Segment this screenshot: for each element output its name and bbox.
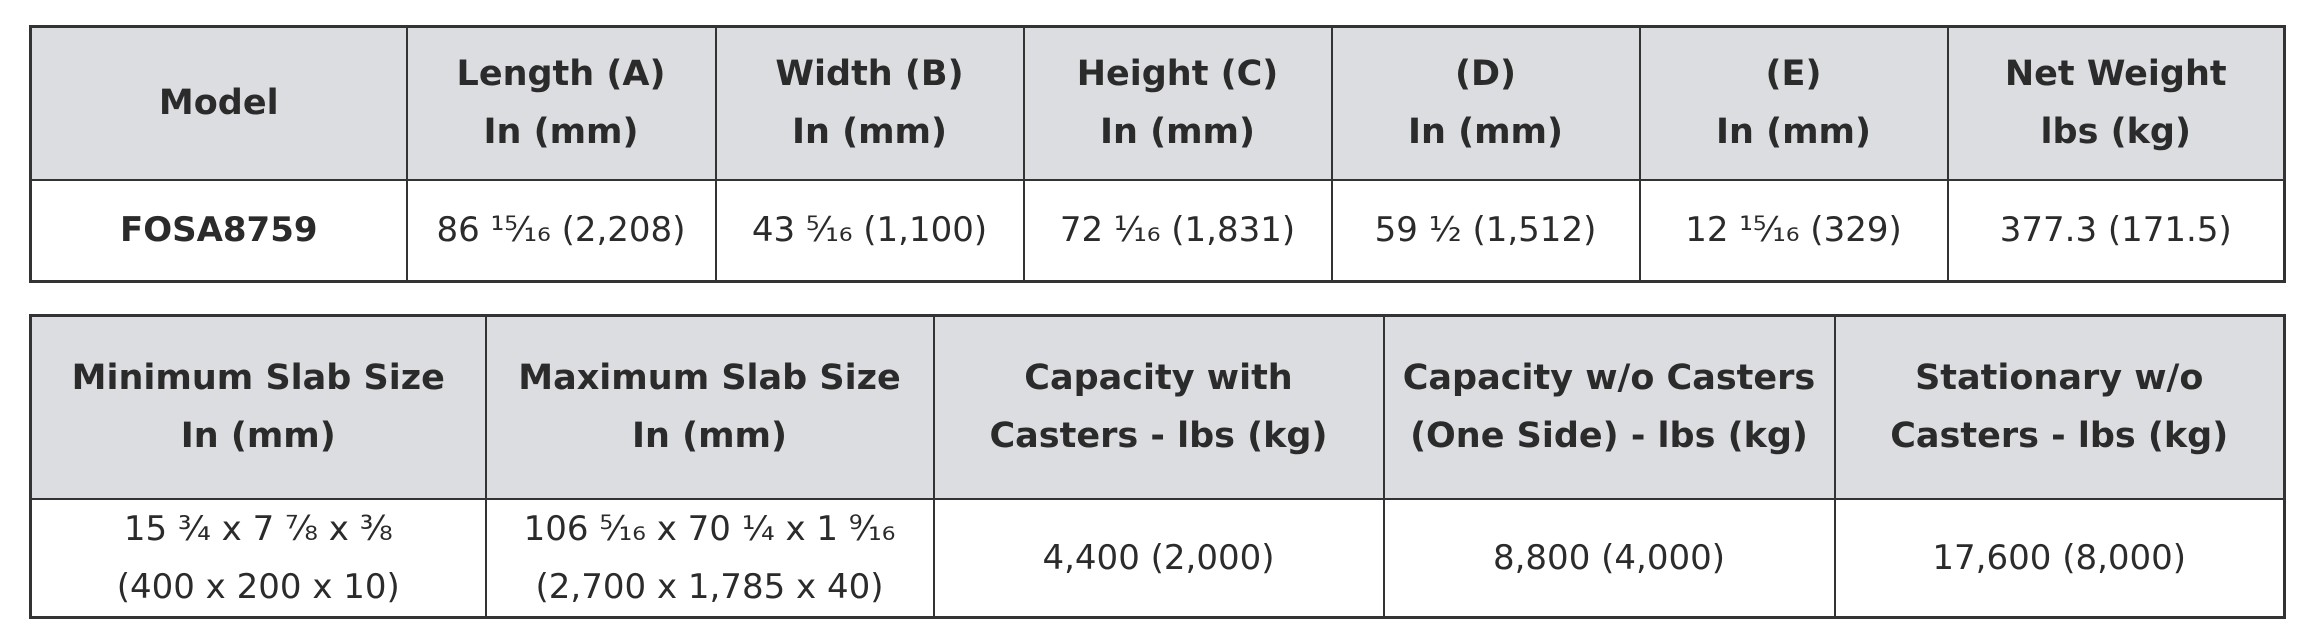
cell-text: (One Side) - lbs (kg) (1410, 416, 1808, 457)
cell-text: Minimum Slab Size (71, 358, 445, 399)
header-row: Model Length (A) In (mm) Width (B) In (mm) He… (29, 25, 2286, 181)
cell-text: 8,800 (4,000) (1492, 537, 1725, 578)
cell-text: Casters - lbs (kg) (1890, 416, 2229, 457)
data-cell: 72 ¹⁄₁₆ (1,831) (1022, 178, 1333, 283)
cell-text: 377.3 (171.5) (1999, 210, 2232, 251)
header-cell: Maximum Slab Size In (mm) (484, 314, 935, 500)
cell-text: In (mm) (1715, 112, 1872, 153)
dimensions-table: Model Length (A) In (mm) Width (B) In (mm) He… (29, 25, 2286, 283)
header-cell: Stationary w/o Casters - lbs (kg) (1833, 314, 2286, 500)
cell-text: Maximum Slab Size (518, 358, 901, 399)
cell-text: (400 x 200 x 10) (116, 566, 400, 607)
cell-text: In (mm) (180, 416, 336, 457)
cell-text: In (mm) (791, 112, 948, 153)
cell-text: (2,700 x 1,785 x 40) (535, 566, 884, 607)
data-cell: 12 ¹⁵⁄₁₆ (329) (1638, 178, 1949, 283)
cell-text: 12 ¹⁵⁄₁₆ (329) (1685, 210, 1902, 251)
cell-text: Model (158, 83, 279, 124)
cell-text: In (mm) (631, 416, 788, 457)
data-cell: 86 ¹⁵⁄₁₆ (2,208) (405, 178, 717, 283)
data-cell: 106 ⁵⁄₁₆ x 70 ¼ x 1 ⁹⁄₁₆ (2,700 x 1,785 x… (484, 497, 935, 618)
cell-text: Casters - lbs (kg) (989, 416, 1328, 457)
data-row: 15 ¾ x 7 ⅞ x ⅜ (400 x 200 x 10) 106 ⁵⁄₁₆ x… (29, 497, 2286, 618)
cell-text: 86 ¹⁵⁄₁₆ (2,208) (436, 210, 686, 251)
cell-text: Width (B) (775, 54, 964, 95)
cell-text: 15 ¾ x 7 ⅞ x ⅜ (123, 508, 393, 549)
cell-text: 4,400 (2,000) (1042, 537, 1275, 578)
header-cell: Length (A) In (mm) (405, 25, 717, 181)
header-cell: Model (29, 25, 408, 181)
cell-text: (D) (1454, 54, 1517, 95)
header-cell: Height (C) In (mm) (1022, 25, 1333, 181)
data-cell: 59 ½ (1,512) (1330, 178, 1641, 283)
header-cell: Capacity w/o Casters (One Side) - lbs (kg… (1382, 314, 1836, 500)
cell-text: 106 ⁵⁄₁₆ x 70 ¼ x 1 ⁹⁄₁₆ (523, 508, 896, 549)
cell-text: 59 ½ (1,512) (1374, 210, 1597, 251)
data-cell: 377.3 (171.5) (1946, 178, 2286, 283)
cell-text: 72 ¹⁄₁₆ (1,831) (1059, 210, 1296, 251)
data-row: FOSA8759 86 ¹⁵⁄₁₆ (2,208) 43 ⁵⁄₁₆ (1,100) 7… (29, 178, 2286, 283)
cell-text: Height (C) (1076, 54, 1279, 95)
cell-text: (E) (1765, 54, 1822, 95)
cell-text: In (mm) (1407, 112, 1564, 153)
data-cell: 4,400 (2,000) (932, 497, 1385, 618)
capacity-table: Minimum Slab Size In (mm) Maximum Slab Siz… (29, 314, 2286, 619)
cell-text: Stationary w/o (1915, 358, 2204, 399)
cell-text: 17,600 (8,000) (1932, 537, 2187, 578)
header-row: Minimum Slab Size In (mm) Maximum Slab Siz… (29, 314, 2286, 500)
data-cell: FOSA8759 (29, 178, 408, 283)
data-cell: 8,800 (4,000) (1382, 497, 1836, 618)
cell-text: In (mm) (1099, 112, 1256, 153)
header-cell: (D) In (mm) (1330, 25, 1641, 181)
header-cell: Minimum Slab Size In (mm) (29, 314, 487, 500)
cell-text: lbs (kg) (2040, 112, 2191, 153)
cell-text: Capacity w/o Casters (1402, 358, 1816, 399)
cell-text: In (mm) (483, 112, 639, 153)
data-cell: 17,600 (8,000) (1833, 497, 2286, 618)
header-cell: Net Weight lbs (kg) (1946, 25, 2286, 181)
data-cell: 43 ⁵⁄₁₆ (1,100) (714, 178, 1025, 283)
cell-text: Net Weight (2004, 54, 2227, 95)
cell-text: FOSA8759 (119, 210, 318, 251)
data-cell: 15 ¾ x 7 ⅞ x ⅜ (400 x 200 x 10) (29, 497, 487, 618)
cell-text: Length (A) (456, 54, 666, 95)
header-cell: Capacity with Casters - lbs (kg) (932, 314, 1385, 500)
cell-text: Capacity with (1024, 358, 1293, 399)
header-cell: (E) In (mm) (1638, 25, 1949, 181)
cell-text: 43 ⁵⁄₁₆ (1,100) (751, 210, 988, 251)
header-cell: Width (B) In (mm) (714, 25, 1025, 181)
